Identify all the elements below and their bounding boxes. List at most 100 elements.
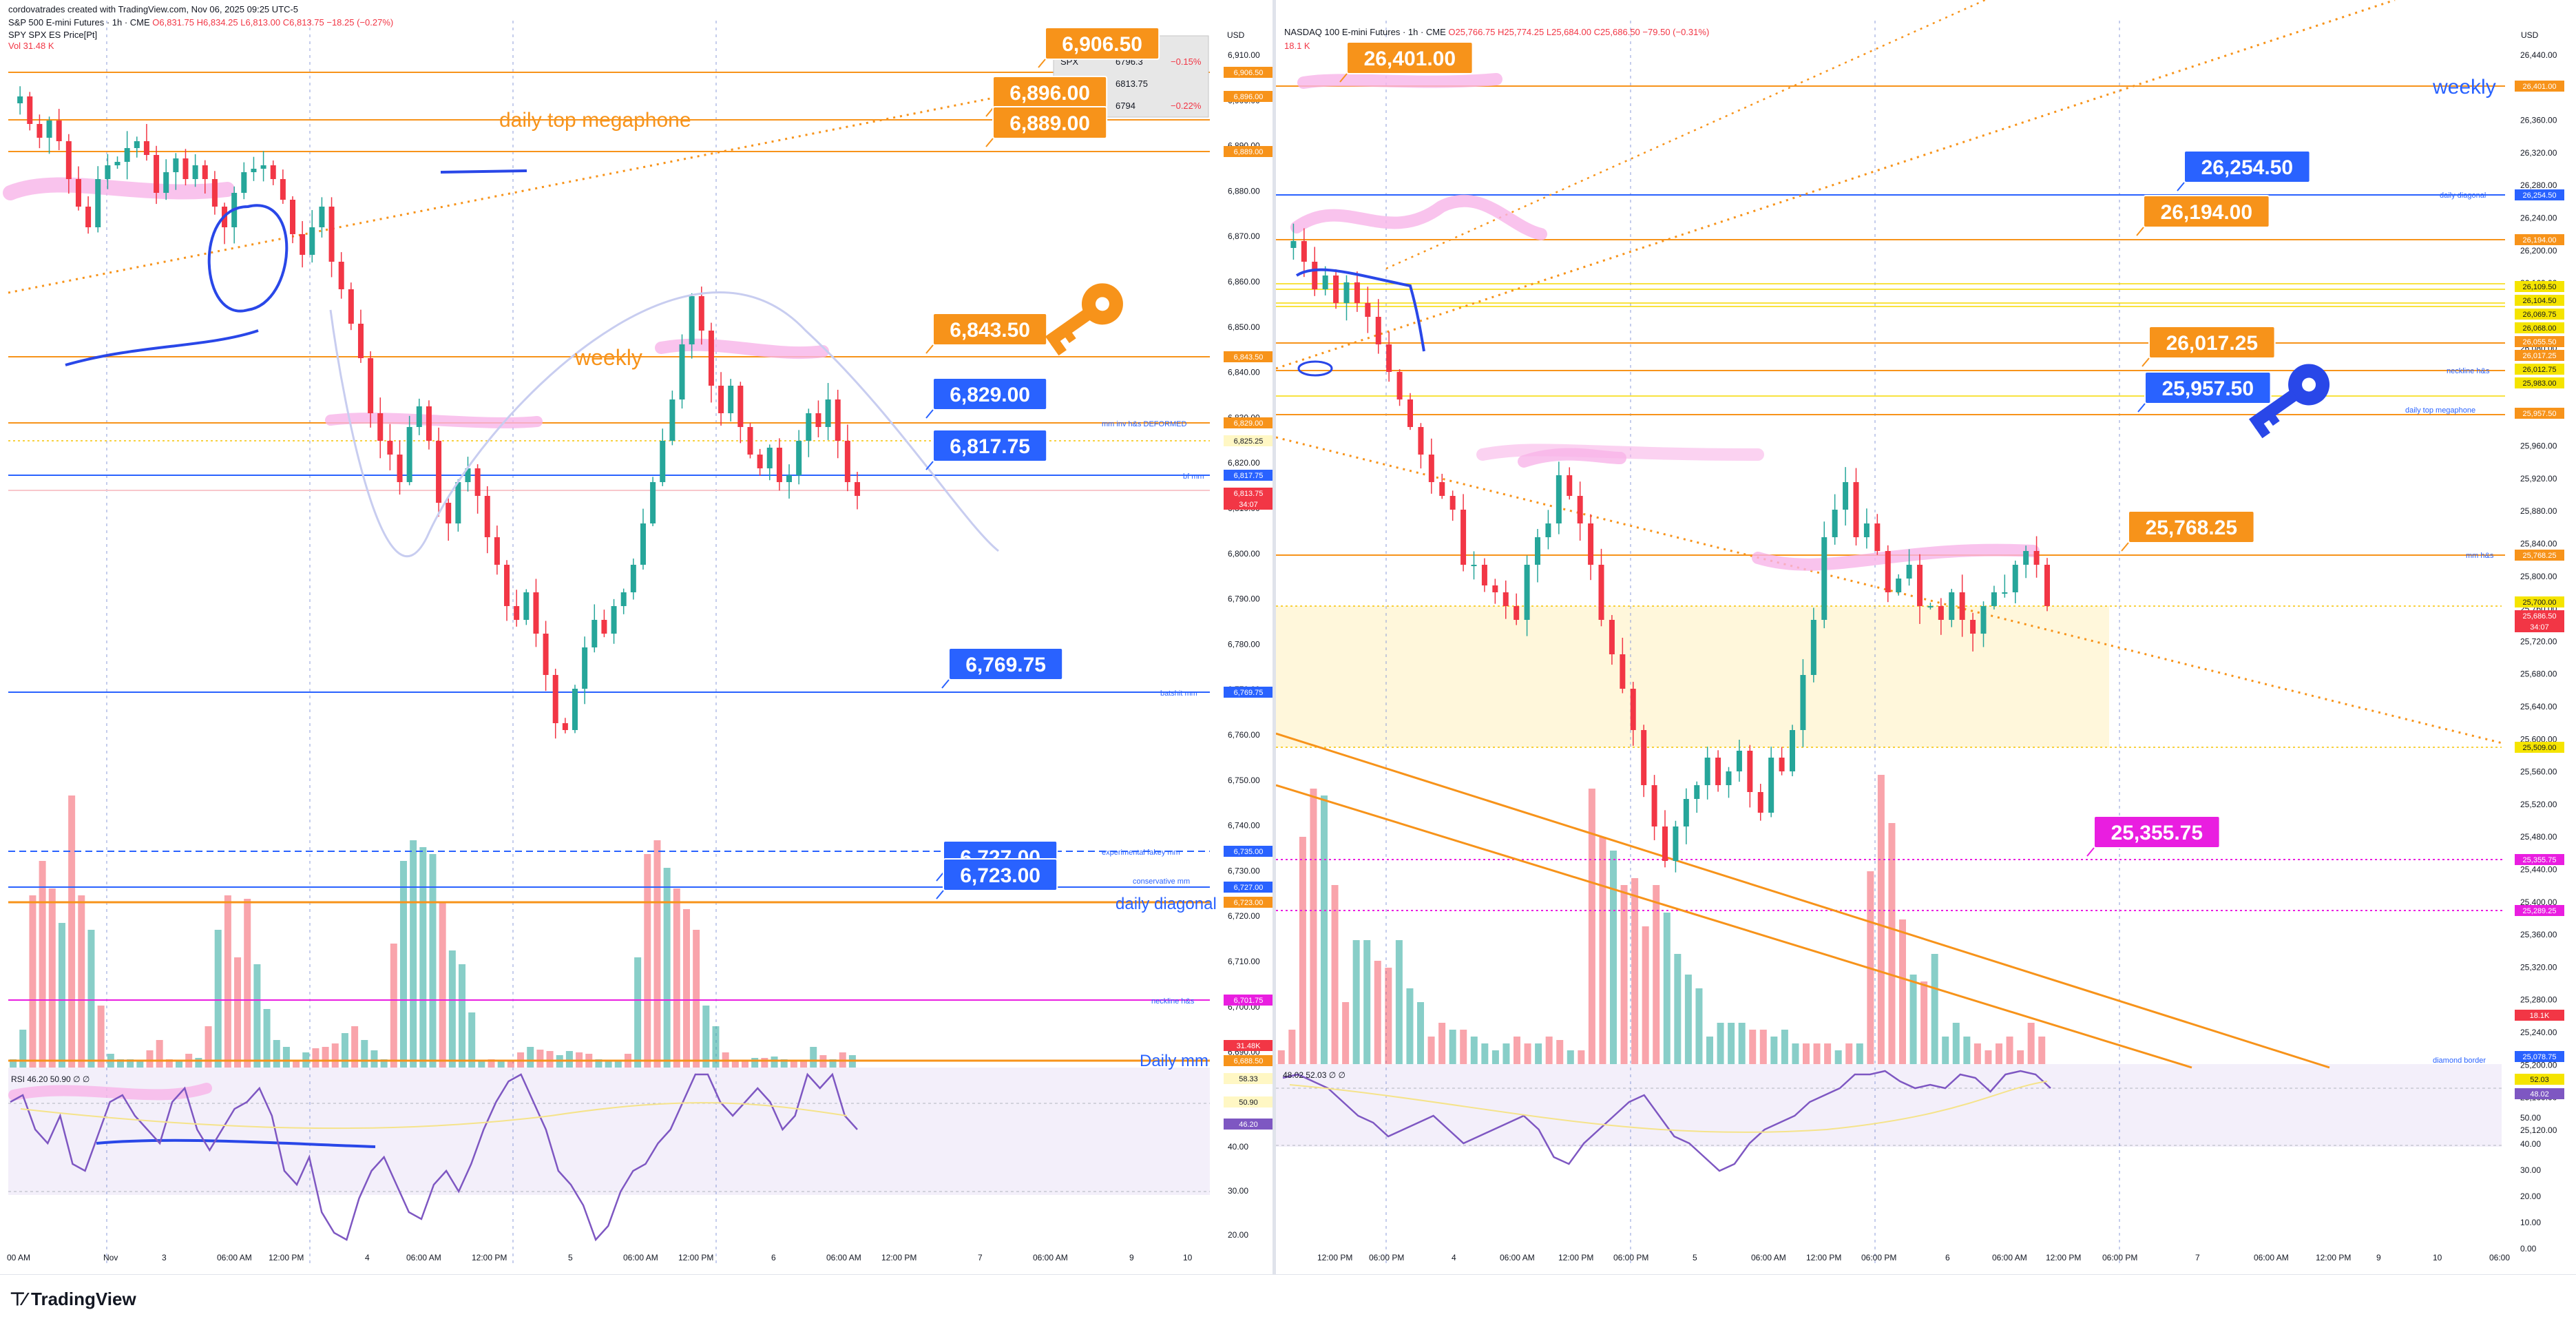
es-candle [484,496,490,537]
es-label-bf-mm: bf mm [1183,472,1204,481]
es-candle [815,413,821,427]
nq-trendline [1385,0,1986,270]
nq-change: −79.50 (−0.31%) [1642,27,1710,37]
es-volume-bar [488,1059,495,1068]
nq-callout-25355-pointer [2086,847,2095,857]
es-candle [776,448,782,482]
es-axis-tag: 6,813.75 [1234,490,1264,498]
es-volume-bar [253,964,261,1068]
es-candle [27,96,33,124]
nq-volume-bar [1438,1023,1446,1064]
nq-candle [2044,565,2050,606]
es-symbol-header[interactable]: S&P 500 E-mini Futures · 1h · CME O6,831… [8,17,393,28]
es-candle [689,296,695,344]
es-volume-bar [429,854,437,1068]
nq-candle [1641,730,1647,785]
es-close: C6,813.75 [282,17,324,28]
es-indicator-line[interactable]: SPY SPX ES Price[Pt] [8,30,98,40]
nq-callout-26017-pointer [2142,357,2150,367]
nq-axis-tag-bg [2515,596,2564,607]
es-axis-tag: 6,817.75 [1234,472,1264,480]
es-volume-bar [19,1030,27,1068]
es-volume-bar [595,1059,603,1068]
nq-candle [1694,785,1700,799]
es-volume-bar [399,861,407,1068]
es-time-axis-label: 9 [1129,1253,1134,1262]
es-currency[interactable]: USD [1227,30,1245,40]
es-volume-bar [48,888,56,1068]
es-rsi-line [10,1072,858,1242]
es-candle [368,358,374,413]
es-axis-tag-bg [1224,882,1273,893]
nq-price-axis-label: 26,240.00 [2520,214,2557,223]
es-volume-bar [790,1061,797,1068]
es-callout-6896: 6,896.00 [1009,82,1090,105]
es-time-axis-label: 00 AM [7,1253,30,1262]
nq-volume-bar [1728,1023,1735,1064]
nq-axis-tag: 26,109.50 [2523,283,2557,291]
nq-time-axis-label: 06:00 AM [2254,1253,2289,1262]
nq-price-axis-label: 25,360.00 [2520,930,2557,939]
es-candle [300,234,306,255]
es-axis-tag-bg [1224,91,1273,102]
es-candle [309,227,315,255]
es-price-axis-label: 6,840.00 [1228,368,1260,377]
nq-label-weekly: weekly [2432,76,2496,98]
es-volume-bar [702,1006,710,1068]
nq-candle [1524,565,1530,620]
es-projection-curve [329,291,999,558]
nq-currency[interactable]: USD [2521,30,2539,40]
chart-pane-es[interactable]: 6,910.006,900.006,890.006,880.006,870.00… [0,0,1273,1274]
es-axis-tag: 6,723.00 [1234,899,1264,907]
nq-symbol-header[interactable]: NASDAQ 100 E-mini Futures · 1h · CME O25… [1284,26,1709,38]
es-candle [260,165,266,169]
es-volume-bar [682,909,690,1068]
nq-candle [2033,551,2040,565]
es-time-axis-label: 12:00 PM [472,1253,507,1262]
nq-candle [1768,758,1774,813]
es-volume-line[interactable]: Vol 31.48 K [8,41,54,51]
es-time-axis-label: Nov [103,1253,118,1262]
nq-axis-tag: 26,017.25 [2523,352,2557,360]
es-candle [855,482,860,496]
nq-low: L25,684.00 [1546,27,1591,37]
es-price-axis-label: 6,870.00 [1228,231,1260,241]
nq-symbol-name[interactable]: NASDAQ 100 E-mini Futures · 1h · CME [1284,27,1446,37]
es-volume-bar [146,1050,154,1068]
es-time-axis-label: 12:00 PM [269,1253,304,1262]
nq-volume-bar [1514,1037,1520,1064]
nq-candle [1651,785,1657,826]
nq-price-axis-label: 25,480.00 [2520,832,2557,842]
es-volume-bar [244,899,251,1068]
es-candle [36,124,43,138]
es-axis-tag: 50.90 [1239,1099,1258,1107]
tradingview-logo[interactable]: ⊤⁄ TradingView [10,1289,136,1310]
nq-axis-tag: 18.1K [2530,1012,2550,1020]
nq-volume-bar [1524,1043,1531,1064]
es-key-icon-tooth [1063,330,1076,344]
nq-candle [1938,606,1944,620]
nq-candle [1588,523,1594,565]
es-axis-tag-bg [1224,488,1273,499]
nq-volume-bar [1342,1002,1350,1064]
es-time-axis-label: 06:00 AM [406,1253,441,1262]
nq-chart-canvas[interactable]: 26,440.0026,400.0026,360.0026,320.0026,2… [1276,0,2576,1274]
nq-volume-bar [1374,961,1381,1064]
es-price-axis-label: 6,860.00 [1228,277,1260,287]
es-symbol-name[interactable]: S&P 500 E-mini Futures · 1h · CME [8,17,150,28]
nq-label-mm-hbs: mm h&s [2466,552,2494,560]
nq-axis-tag: 26,194.00 [2523,236,2557,245]
es-chart-canvas[interactable]: 6,910.006,900.006,890.006,880.006,870.00… [0,0,1273,1274]
nq-volume-bar [1567,1050,1574,1064]
nq-volume-bar [1973,1043,1981,1064]
es-volume-bar [370,1050,378,1068]
nq-axis-tag-bg [2515,350,2564,361]
es-axis-tag: 6,701.75 [1234,997,1264,1005]
nq-candle [1492,585,1498,592]
pane-divider[interactable] [1273,0,1276,1274]
chart-pane-nq[interactable]: 26,440.0026,400.0026,360.0026,320.0026,2… [1276,0,2576,1274]
nq-volume-line[interactable]: 18.1 K [1284,41,1310,51]
es-highlight-stroke [3,177,235,200]
es-candle [377,413,384,441]
es-candle [796,441,802,475]
